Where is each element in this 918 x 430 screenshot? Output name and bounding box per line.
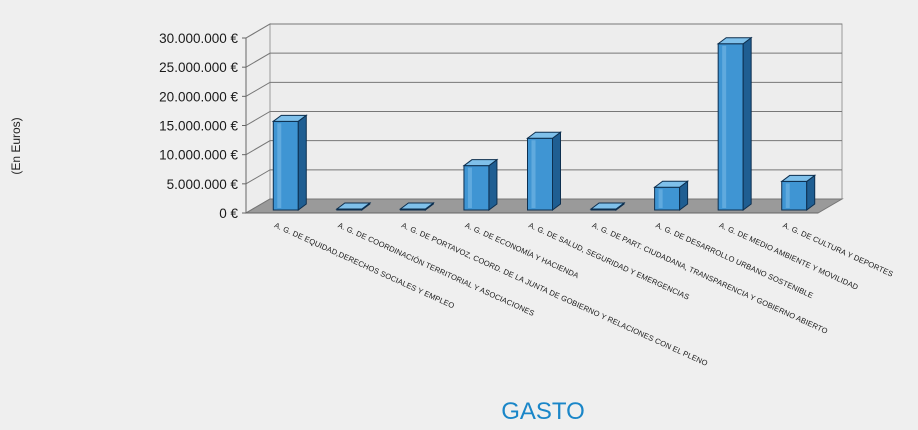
y-tick-label: 0 € <box>219 206 238 221</box>
bar-top <box>462 159 499 167</box>
bars <box>271 36 817 211</box>
y-axis-label: (En Euros) <box>9 117 23 174</box>
bar <box>653 180 690 211</box>
bar-front <box>654 186 681 211</box>
y-axis-ticks: 0 € 5.000.000 € 10.000.000 € 15.000.000 € 20… <box>159 31 246 221</box>
bar <box>271 114 308 211</box>
gridline <box>245 111 842 126</box>
bar <box>780 174 817 211</box>
bar <box>398 202 435 211</box>
gridline <box>245 169 842 185</box>
bar-front <box>527 137 553 211</box>
bar <box>526 131 562 211</box>
y-tick-label: 20.000.000 € <box>159 89 238 104</box>
bar-top <box>271 114 308 122</box>
bar <box>716 36 753 211</box>
gridline <box>245 81 842 97</box>
bar-top <box>780 174 817 182</box>
bar-side <box>488 158 498 211</box>
bar-highlight <box>658 189 663 208</box>
x-tick-label: A. G. DE ECONOMÍA Y HACIENDA <box>464 221 581 281</box>
bar-top <box>526 131 562 139</box>
x-tick-label: A. G. DE PART. CIUDADANA, TRANSPARENCIA … <box>591 221 829 336</box>
bar-highlight <box>467 167 472 208</box>
y-tick-label: 30.000.000 € <box>159 31 238 46</box>
bar-front <box>463 165 490 211</box>
bar-top <box>335 202 372 210</box>
bar-front <box>717 43 744 211</box>
y-tick-label: 10.000.000 € <box>159 148 238 163</box>
bar-top <box>589 202 626 210</box>
chart-title: GASTO <box>501 398 585 425</box>
bar <box>589 202 626 211</box>
x-tick-label: A. G. DE CULTURA Y DEPORTES <box>781 221 894 279</box>
gridline <box>245 23 842 39</box>
bar-side <box>552 131 561 211</box>
bar-highlight <box>531 140 536 208</box>
x-axis-ticks: A. G. DE EQUIDAD,DERECHOS SOCIALES Y EMP… <box>273 221 895 368</box>
bar-top <box>716 37 753 45</box>
bar-highlight <box>785 183 790 208</box>
x-tick-label: A. G. DE PORTAVOZ, COORD. DE LA JUNTA DE… <box>400 221 709 368</box>
y-tick-label: 15.000.000 € <box>159 119 238 134</box>
y-tick-label: 5.000.000 € <box>167 177 239 192</box>
gridline <box>245 52 842 68</box>
bar-side <box>742 36 752 211</box>
bar-highlight <box>722 45 727 208</box>
gridline <box>245 140 842 156</box>
bar-top <box>653 180 690 188</box>
bar-top <box>398 202 435 210</box>
gridlines <box>245 23 842 214</box>
bar-highlight <box>277 123 282 208</box>
bar <box>335 202 372 211</box>
bar-front <box>272 120 299 211</box>
bar-side <box>297 114 307 211</box>
bar-front <box>781 180 808 211</box>
y-tick-label: 25.000.000 € <box>159 60 238 75</box>
bar <box>462 158 499 211</box>
